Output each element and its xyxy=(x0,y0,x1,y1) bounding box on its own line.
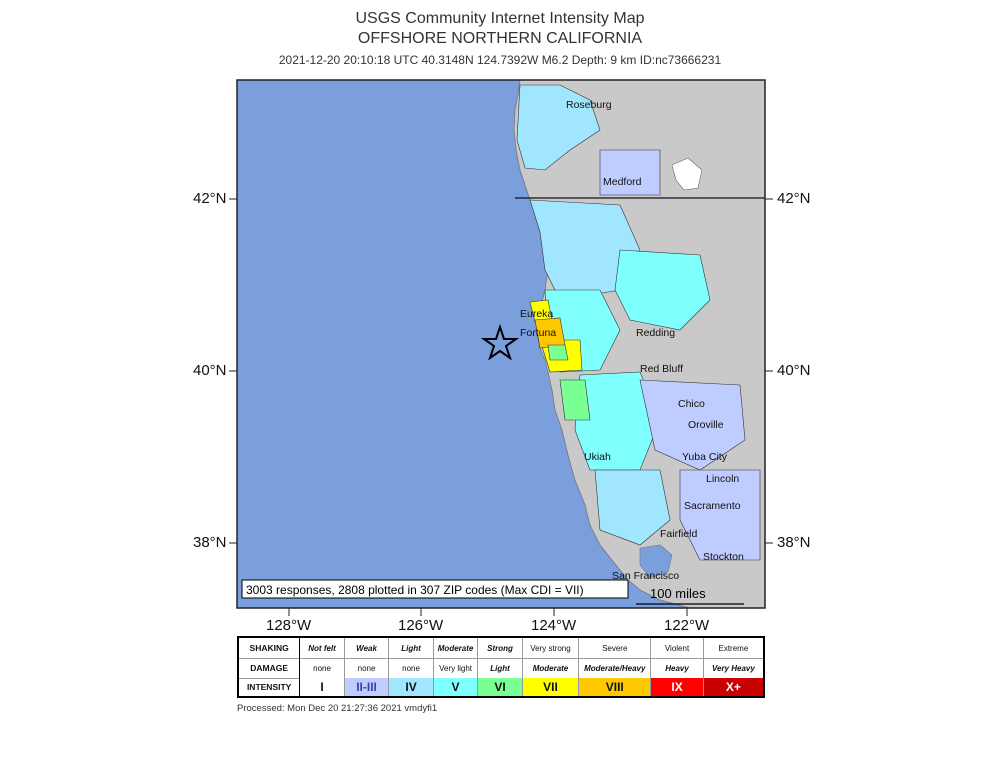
processed-timestamp: Processed: Mon Dec 20 21:27:36 2021 vmdy… xyxy=(237,703,438,714)
legend-shaking: Weak xyxy=(345,638,390,658)
legend-row-label: SHAKING xyxy=(239,638,301,658)
city-label: Redding xyxy=(636,327,675,339)
city-label: Fortuna xyxy=(520,327,556,339)
legend-damage: none xyxy=(300,658,345,678)
legend-damage: none xyxy=(345,658,390,678)
legend-intensity-swatch: VII xyxy=(522,678,580,696)
city-label: Roseburg xyxy=(566,99,612,111)
region-title: OFFSHORE NORTHERN CALIFORNIA xyxy=(357,30,643,47)
city-labels: Roseburg Medford Eureka Fortuna Redding … xyxy=(520,99,744,582)
city-label: Stockton xyxy=(703,551,744,563)
city-label: Chico xyxy=(678,398,705,410)
legend-shaking: Extreme xyxy=(718,643,749,653)
lake xyxy=(671,157,703,191)
legend-shaking: Very strong xyxy=(523,638,580,658)
legend-shaking: Violent xyxy=(651,638,704,658)
city-label: Ukiah xyxy=(584,451,611,463)
legend-shaking: Light xyxy=(389,638,434,658)
legend-shaking: Moderate xyxy=(434,638,479,658)
city-label: Medford xyxy=(603,176,642,188)
legend-shaking: Not felt xyxy=(300,638,345,658)
legend-row-label: DAMAGE xyxy=(239,658,301,678)
response-note: 3003 responses, 2808 plotted in 307 ZIP … xyxy=(246,583,584,597)
city-label: Sacramento xyxy=(684,500,741,512)
legend-damage: Moderate/Heavy xyxy=(579,658,652,678)
lat-label-right: 42°N xyxy=(777,190,811,207)
lon-label: 122°W xyxy=(664,617,710,634)
city-label: Yuba City xyxy=(682,451,728,463)
legend-row-label: INTENSITY xyxy=(239,678,301,696)
axis-ticks xyxy=(229,198,773,616)
legend-damage: Very Heavy xyxy=(711,663,755,673)
scale-label: 100 miles xyxy=(650,586,706,601)
legend-shaking: Severe xyxy=(579,638,652,658)
bay-water xyxy=(639,544,673,579)
city-label: Red Bluff xyxy=(640,363,683,375)
legend-intensity-swatch: X+ xyxy=(703,678,764,696)
legend-damage: none xyxy=(389,658,434,678)
intensity-legend: SHAKING Not felt Weak Light Moderate Str… xyxy=(237,636,765,698)
city-label: San Francisco xyxy=(612,570,679,582)
zip-code-intensity-zones xyxy=(516,84,761,561)
lat-label-left: 42°N xyxy=(193,190,227,207)
legend-intensity-swatch: V xyxy=(433,678,479,696)
legend-intensity-swatch: IV xyxy=(389,678,434,696)
response-note-box xyxy=(241,579,629,599)
map-title: USGS Community Internet Intensity Map xyxy=(355,10,645,27)
legend-damage: Light xyxy=(478,658,523,678)
legend-intensity-swatch: I xyxy=(300,678,345,696)
lon-label: 124°W xyxy=(531,617,577,634)
lat-label-right: 38°N xyxy=(777,534,811,551)
legend-intensity-swatch: VI xyxy=(478,678,523,696)
legend-intensity-swatch: VIII xyxy=(579,678,652,696)
legend-shaking-row: SHAKING Not felt Weak Light Moderate Str… xyxy=(239,638,763,659)
legend-damage: Heavy xyxy=(651,658,704,678)
epicenter-star-icon xyxy=(480,323,520,361)
map-frame xyxy=(236,79,766,609)
legend-damage: Moderate xyxy=(523,658,580,678)
event-info: 2021-12-20 20:10:18 UTC 40.3148N 124.739… xyxy=(278,53,722,67)
lon-label: 126°W xyxy=(398,617,444,634)
city-label: Oroville xyxy=(688,419,724,431)
lat-label-left: 38°N xyxy=(193,534,227,551)
legend-damage-row: DAMAGE none none none Very light Light M… xyxy=(239,658,763,679)
city-label: Eureka xyxy=(520,308,553,320)
legend-intensity-swatch: II-III xyxy=(344,678,390,696)
city-label: Lincoln xyxy=(706,473,739,485)
legend-damage: Very light xyxy=(434,658,479,678)
lat-label-left: 40°N xyxy=(193,362,227,379)
legend-intensity-swatch: IX xyxy=(651,678,704,696)
legend-shaking: Strong xyxy=(478,638,523,658)
intensity-map: Roseburg Medford Eureka Fortuna Redding … xyxy=(229,79,773,616)
lon-label: 128°W xyxy=(266,617,312,634)
legend-intensity-row: INTENSITY I II-III IV V VI VII VIII IX X… xyxy=(239,678,764,696)
lat-label-right: 40°N xyxy=(777,362,811,379)
city-label: Fairfield xyxy=(660,528,698,540)
